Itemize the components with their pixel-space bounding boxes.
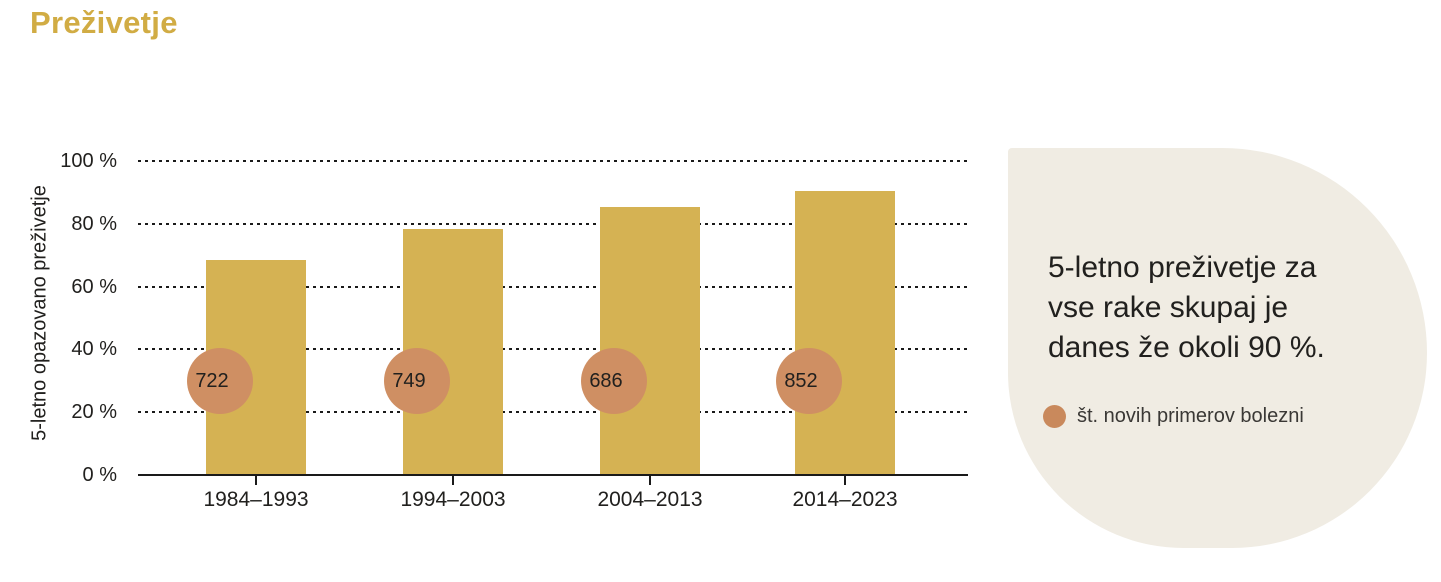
gridline: [138, 348, 968, 350]
bubble-value: 722: [195, 369, 229, 392]
y-tick-label: 20 %: [71, 401, 117, 423]
page-title: Preživetje: [30, 5, 178, 40]
cases-bubble: 686: [581, 348, 647, 414]
y-tick-label: 80 %: [71, 213, 117, 235]
x-tick: [255, 476, 257, 485]
bar: [795, 191, 895, 474]
x-tick-label: 2004–2013: [597, 488, 703, 511]
x-tick-label: 1984–1993: [203, 488, 309, 511]
x-tick: [649, 476, 651, 485]
callout-text-line: vse rake skupaj je: [1048, 291, 1289, 324]
y-tick-label: 40 %: [71, 338, 117, 360]
y-tick-label: 60 %: [71, 276, 117, 298]
x-tick: [452, 476, 454, 485]
callout-text-line: danes že okoli 90 %.: [1048, 331, 1325, 364]
bubble-value: 686: [589, 369, 623, 392]
y-tick-label: 100 %: [60, 150, 117, 172]
legend-dot-icon: [1043, 405, 1066, 428]
gridline: [138, 223, 968, 225]
x-tick-label: 2014–2023: [792, 488, 898, 511]
bar: [600, 207, 700, 474]
callout-text-line: 5-letno preživetje za: [1048, 251, 1317, 284]
callout-text: 5-letno preživetje za vse rake skupaj je…: [1048, 248, 1325, 368]
bubble-value: 852: [784, 369, 818, 392]
cases-bubble: 852: [776, 348, 842, 414]
x-axis-line: [138, 474, 968, 476]
y-tick-label: 0 %: [82, 464, 117, 486]
cases-bubble: 749: [384, 348, 450, 414]
gridline: [138, 286, 968, 288]
legend: št. novih primerov bolezni: [1043, 405, 1304, 428]
callout-panel: 5-letno preživetje za vse rake skupaj je…: [1008, 148, 1427, 548]
cases-bubble: 722: [187, 348, 253, 414]
x-tick: [844, 476, 846, 485]
legend-label: št. novih primerov bolezni: [1077, 405, 1304, 427]
x-tick-label: 1994–2003: [400, 488, 506, 511]
bubble-value: 749: [392, 369, 426, 392]
gridline: [138, 411, 968, 413]
gridline: [138, 160, 968, 162]
